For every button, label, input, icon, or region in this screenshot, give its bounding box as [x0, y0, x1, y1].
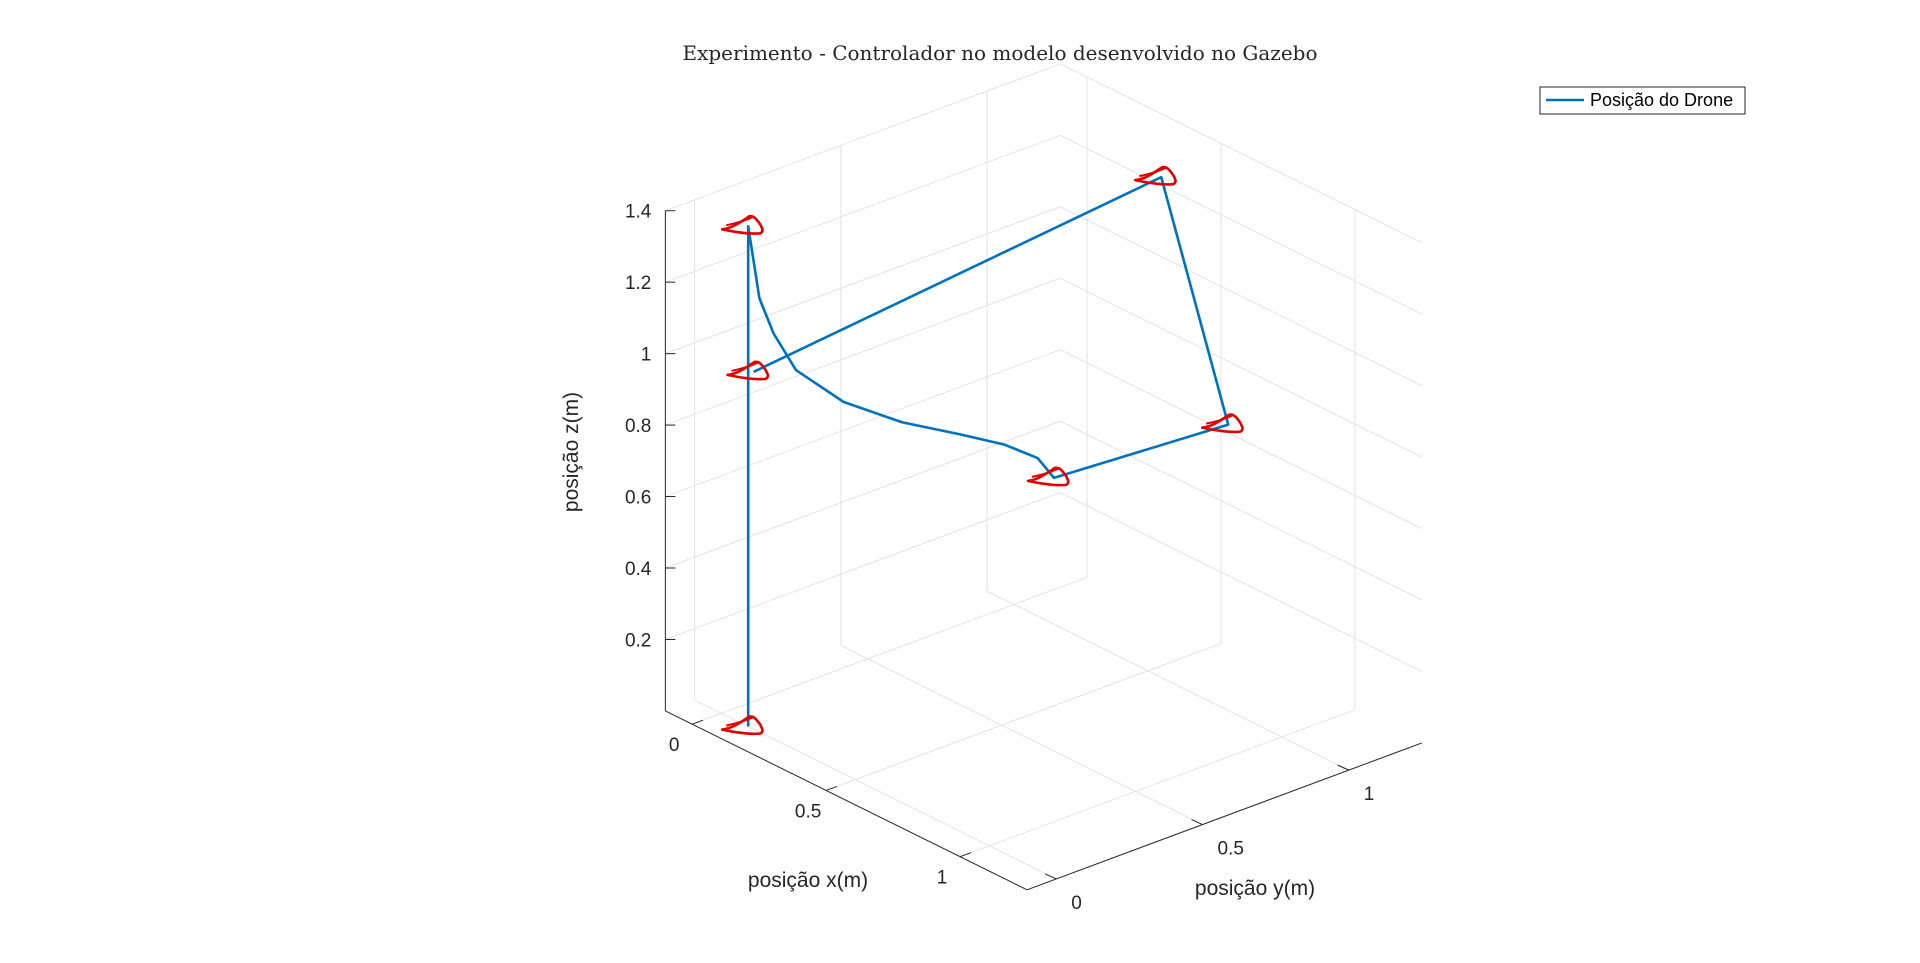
x-tick-label: 1 — [937, 868, 948, 889]
x-axis-line — [665, 710, 1028, 891]
drone-marker-edge — [1139, 166, 1168, 178]
grid-line — [694, 699, 1057, 880]
axes — [664, 210, 1423, 891]
x-tick-mark — [825, 785, 838, 791]
z-tick-label: 0.6 — [625, 488, 651, 509]
grid-line — [665, 63, 1061, 212]
z-tick-label: 0.8 — [625, 416, 651, 437]
y-tick-label: 0.5 — [1218, 839, 1244, 860]
x-tick-label: 0.5 — [795, 801, 821, 822]
tick-labels: 0 0.5 1 0 0.5 1 0.2 0.4 0.6 0.8 1 1.2 1.4 — [625, 202, 1374, 914]
y-axis-line — [1026, 742, 1423, 891]
drone-marker-edge — [731, 361, 760, 372]
grid-line — [665, 492, 1061, 640]
x-axis-label: posição x(m) — [748, 869, 868, 892]
z-axis-label: posição z(m) — [560, 392, 583, 512]
drone-marker — [720, 715, 764, 736]
grid-line — [665, 134, 1061, 283]
grid-line — [1060, 349, 1423, 529]
grid-line — [1060, 206, 1423, 387]
grid-lines — [665, 63, 1423, 880]
legend-entry-label: Posição do Drone — [1590, 90, 1733, 110]
x-tick-label: 0 — [669, 735, 680, 756]
x-tick-mark — [691, 719, 704, 725]
z-tick-label: 1.4 — [625, 202, 652, 223]
y-tick-label: 1 — [1364, 784, 1375, 805]
grid-line — [665, 277, 1061, 426]
grid-line — [959, 709, 1356, 858]
chart-title: Experimento - Controlador no modelo dese… — [682, 41, 1317, 65]
grid-line — [691, 576, 1088, 725]
plot-area — [720, 165, 1244, 736]
legend: Posição do Drone — [1539, 86, 1746, 115]
grid-line — [665, 349, 1061, 498]
y-axis-label: posição y(m) — [1195, 877, 1315, 900]
drone-marker — [1200, 413, 1244, 434]
drone-marker — [720, 214, 764, 235]
grid-line — [665, 420, 1061, 569]
y-tick-mark — [1191, 819, 1203, 825]
grid-line — [1060, 63, 1423, 244]
grid-line — [1060, 134, 1423, 315]
x-tick-mark — [959, 852, 972, 858]
grid-line — [840, 645, 1203, 825]
y-tick-mark — [1337, 764, 1349, 771]
y-tick-mark — [1045, 873, 1057, 880]
z-tick-label: 0.4 — [625, 559, 652, 580]
z-tick-label: 1.2 — [625, 273, 651, 294]
drone-marker — [726, 360, 770, 381]
grid-line — [1060, 492, 1423, 672]
z-tick-label: 1 — [641, 345, 652, 366]
drone-marker-edge — [725, 215, 755, 227]
drone-marker-edge — [725, 715, 755, 727]
drone-marker — [1026, 466, 1070, 487]
grid-line — [665, 206, 1061, 355]
drone-trajectory-line — [746, 175, 1230, 727]
grid-line — [1060, 277, 1423, 458]
grid-line — [986, 590, 1349, 771]
grid-line — [825, 643, 1222, 791]
drone-marker-edge — [1206, 413, 1235, 425]
y-tick-label: 0 — [1071, 893, 1082, 914]
drone-marker — [1133, 165, 1177, 186]
z-tick-label: 0.2 — [625, 630, 651, 651]
drone-marker-edge — [1031, 466, 1061, 478]
grid-line — [1060, 420, 1423, 601]
